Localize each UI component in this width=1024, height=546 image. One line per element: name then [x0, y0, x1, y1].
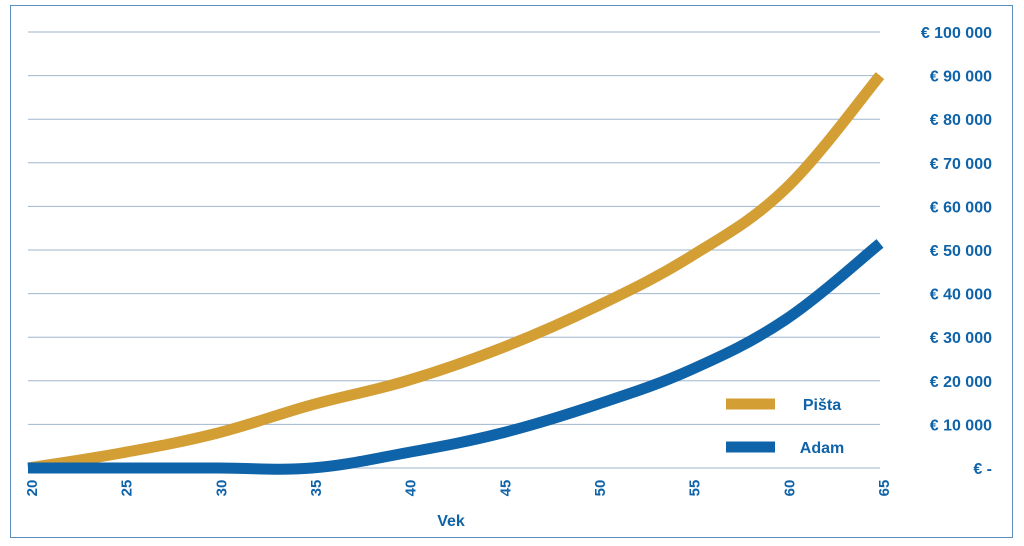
legend-label: Adam: [800, 440, 844, 457]
y-tick-label: € 60 000: [930, 199, 992, 216]
x-tick-label: 40: [403, 480, 420, 497]
x-tick-label: 30: [213, 480, 230, 497]
x-tick-label: 50: [592, 480, 609, 497]
x-tick-label: 35: [308, 480, 325, 497]
x-tick-label: 25: [119, 480, 136, 497]
y-tick-label: € 20 000: [930, 374, 992, 391]
x-tick-label: 65: [876, 480, 893, 497]
x-axis-label: Vek: [437, 513, 465, 530]
y-tick-label: € 70 000: [930, 156, 992, 173]
x-tick-label: 45: [497, 480, 514, 497]
series-line-pišta: [27, 72, 885, 474]
y-tick-label: € 80 000: [930, 112, 992, 129]
chart-frame: [10, 5, 1013, 538]
y-tick-label: € -: [973, 461, 992, 478]
y-tick-label: € 10 000: [930, 417, 992, 434]
y-tick-label: € 40 000: [930, 287, 992, 304]
y-tick-label: € 100 000: [921, 25, 992, 42]
x-tick-label: 20: [24, 480, 41, 497]
y-tick-label: € 90 000: [930, 69, 992, 86]
legend-label: Pišta: [803, 397, 841, 414]
x-tick-label: 60: [781, 480, 798, 497]
y-tick-label: € 30 000: [930, 330, 992, 347]
y-tick-label: € 50 000: [930, 243, 992, 260]
series-line-adam: [28, 239, 884, 475]
x-tick-label: 55: [687, 480, 704, 497]
